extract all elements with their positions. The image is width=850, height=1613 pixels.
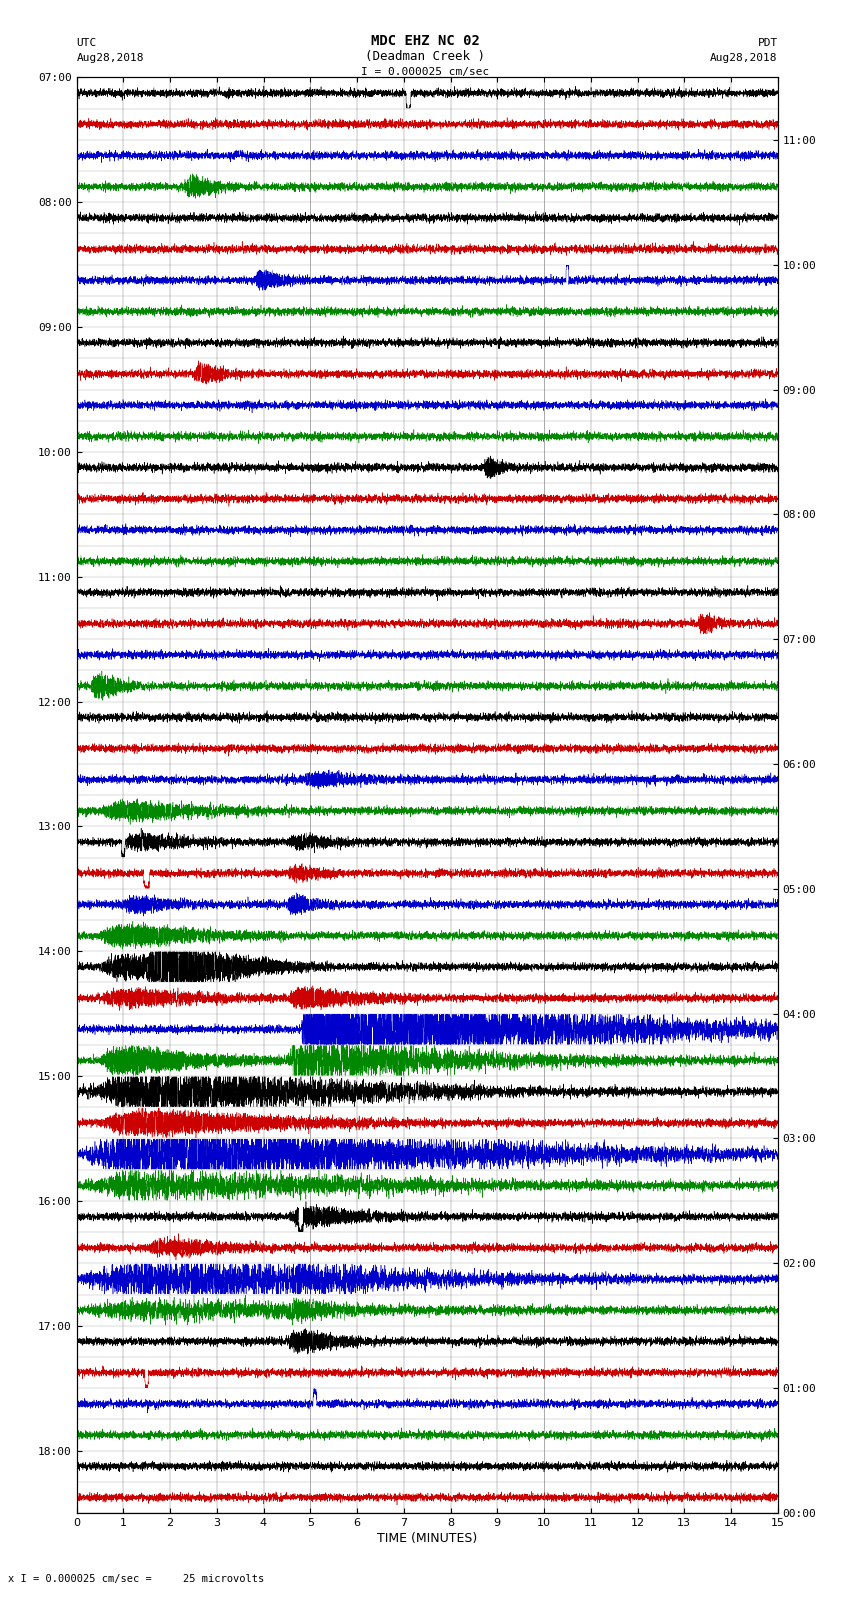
Text: I = 0.000025 cm/sec: I = 0.000025 cm/sec (361, 68, 489, 77)
Text: (Deadman Creek ): (Deadman Creek ) (365, 50, 485, 63)
Text: Aug28,2018: Aug28,2018 (76, 53, 144, 63)
Text: UTC: UTC (76, 39, 97, 48)
Text: Aug28,2018: Aug28,2018 (711, 53, 778, 63)
Text: PDT: PDT (757, 39, 778, 48)
X-axis label: TIME (MINUTES): TIME (MINUTES) (377, 1532, 477, 1545)
Text: x I = 0.000025 cm/sec =     25 microvolts: x I = 0.000025 cm/sec = 25 microvolts (8, 1574, 264, 1584)
Text: MDC EHZ NC 02: MDC EHZ NC 02 (371, 34, 479, 48)
